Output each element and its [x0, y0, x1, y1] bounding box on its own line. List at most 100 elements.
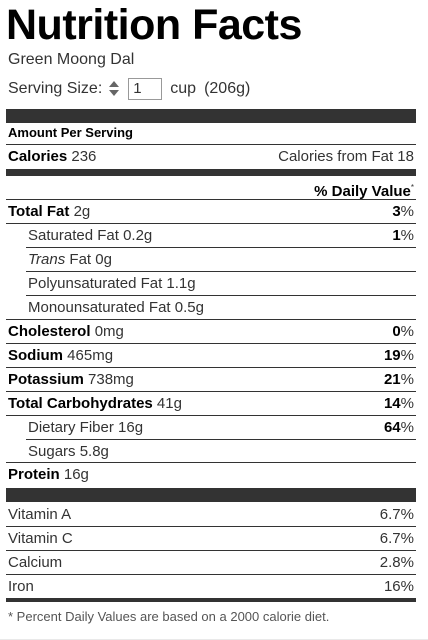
- nutrient-name: Polyunsaturated Fat: [28, 275, 163, 292]
- nutrient-dv: 21: [383, 371, 401, 388]
- nutrient-name: Monounsaturated Fat: [28, 299, 171, 316]
- nutrient-name: Total Carbohydrates: [8, 395, 153, 412]
- divider: [26, 271, 416, 272]
- vitamin-dv: 2.8%: [379, 554, 414, 571]
- nutrient-amount: 5.8g: [79, 443, 109, 460]
- divider: [6, 526, 416, 527]
- calories-value: 236: [71, 148, 97, 165]
- divider: [6, 391, 416, 392]
- daily-value-header: % Daily Value: [314, 183, 411, 200]
- divider: [26, 247, 416, 248]
- nutrient-amount: 738mg: [88, 371, 134, 388]
- nutrient-row-protein: Protein 16g: [6, 463, 416, 486]
- nutrient-amount: 16g: [63, 466, 89, 483]
- vitamin-name: Iron: [8, 578, 34, 595]
- percent-sign: %: [400, 203, 414, 220]
- nutrient-name: Potassium: [8, 371, 84, 388]
- nutrient-name: Dietary Fiber: [28, 419, 114, 436]
- daily-value-mark: *: [410, 183, 414, 192]
- calories-label: Calories: [8, 148, 68, 165]
- nutrient-dv: 0: [392, 323, 401, 340]
- divider: [6, 223, 416, 224]
- vitamin-dv: 6.7%: [379, 506, 414, 523]
- nutrient-name: Protein: [8, 466, 60, 483]
- nutrient-row-trans-fat: Trans Fat 0g: [6, 248, 416, 271]
- nutrient-row-sugars: Sugars 5.8g: [6, 440, 416, 463]
- nutrient-name: Saturated Fat: [28, 227, 119, 244]
- vitamin-row-iron: Iron 16%: [6, 575, 416, 598]
- percent-sign: %: [400, 419, 414, 436]
- divider: [6, 367, 416, 368]
- vitamin-row-vitamin-a: Vitamin A 6.7%: [6, 503, 416, 526]
- nutrient-name: Sugars: [28, 443, 76, 460]
- serving-size-row: Serving Size: 1 cup (206g): [8, 78, 250, 100]
- nutrient-prefix: Trans: [28, 251, 66, 268]
- vitamin-name: Vitamin C: [8, 530, 73, 547]
- divider: [26, 295, 416, 296]
- recipe-name: Green Moong Dal: [8, 51, 135, 68]
- divider: [6, 550, 416, 551]
- nutrient-name: Fat: [65, 251, 92, 268]
- nutrient-amount: 0.5g: [174, 299, 204, 316]
- nutrient-dv: 14: [383, 395, 401, 412]
- divider: [6, 462, 416, 463]
- divider: [6, 415, 416, 416]
- amount-per-serving-row: Amount Per Serving: [6, 123, 416, 143]
- nutrient-dv: 3: [392, 203, 401, 220]
- serving-size-label: Serving Size:: [8, 80, 103, 97]
- nutrient-row-total-carbohydrates: Total Carbohydrates 41g 14%: [6, 392, 416, 415]
- serving-unit: cup: [170, 80, 197, 97]
- nutrient-amount: 1.1g: [166, 275, 196, 292]
- nutrient-amount: 16g: [118, 419, 144, 436]
- divider: [6, 343, 416, 344]
- footnote: * Percent Daily Values are based on a 20…: [8, 609, 330, 624]
- nutrient-row-polyunsaturated-fat: Polyunsaturated Fat 1.1g: [6, 272, 416, 295]
- nutrient-amount: 0mg: [94, 323, 124, 340]
- vitamin-dv: 16%: [383, 578, 414, 595]
- daily-value-header-row: % Daily Value*: [6, 176, 416, 200]
- nutrient-amount: 0g: [95, 251, 112, 268]
- nutrient-dv: 1: [392, 227, 401, 244]
- divider: [6, 199, 416, 200]
- thick-divider: [6, 488, 416, 502]
- nutrient-amount: 2g: [73, 203, 91, 220]
- divider: [6, 319, 416, 320]
- footer-divider: [6, 598, 416, 602]
- nutrient-name: Sodium: [8, 347, 63, 364]
- nutrient-row-monounsaturated-fat: Monounsaturated Fat 0.5g: [6, 296, 416, 319]
- serving-stepper-icon[interactable]: [108, 80, 120, 98]
- serving-weight: (206g): [204, 80, 251, 97]
- vitamin-name: Calcium: [8, 554, 63, 571]
- nutrient-row-potassium: Potassium 738mg 21%: [6, 368, 416, 391]
- nutrient-name: Total Fat: [8, 203, 70, 220]
- nutrient-row-saturated-fat: Saturated Fat 0.2g 1%: [6, 224, 416, 247]
- percent-sign: %: [400, 227, 414, 244]
- percent-sign: %: [400, 395, 414, 412]
- vitamin-row-calcium: Calcium 2.8%: [6, 551, 416, 574]
- divider: [6, 144, 416, 145]
- nutrient-row-dietary-fiber: Dietary Fiber 16g 64%: [6, 416, 416, 439]
- thick-divider: [6, 109, 416, 123]
- divider: [6, 574, 416, 575]
- vitamin-dv: 6.7%: [379, 530, 414, 547]
- calories-from-fat: Calories from Fat 18: [278, 148, 414, 165]
- nutrient-dv: 64: [383, 419, 401, 436]
- vitamin-name: Vitamin A: [8, 506, 72, 523]
- nutrient-row-sodium: Sodium 465mg 19%: [6, 344, 416, 367]
- percent-sign: %: [400, 371, 414, 388]
- nutrient-amount: 0.2g: [123, 227, 153, 244]
- nutrient-dv: 19: [383, 347, 401, 364]
- amount-per-serving: Amount Per Serving: [8, 125, 133, 140]
- medium-divider: [6, 169, 416, 176]
- nutrient-row-cholesterol: Cholesterol 0mg 0%: [6, 320, 416, 343]
- calories-row: Calories 236 Calories from Fat 18: [6, 145, 416, 168]
- percent-sign: %: [400, 347, 414, 364]
- nutrient-row-total-fat: Total Fat 2g 3%: [6, 200, 416, 223]
- serving-quantity-input[interactable]: 1: [128, 78, 163, 100]
- percent-sign: %: [400, 323, 414, 340]
- divider: [26, 439, 416, 440]
- nutrient-amount: 41g: [156, 395, 182, 412]
- nutrient-name: Cholesterol: [8, 323, 91, 340]
- nutrient-amount: 465mg: [67, 347, 114, 364]
- vitamin-row-vitamin-c: Vitamin C 6.7%: [6, 527, 416, 550]
